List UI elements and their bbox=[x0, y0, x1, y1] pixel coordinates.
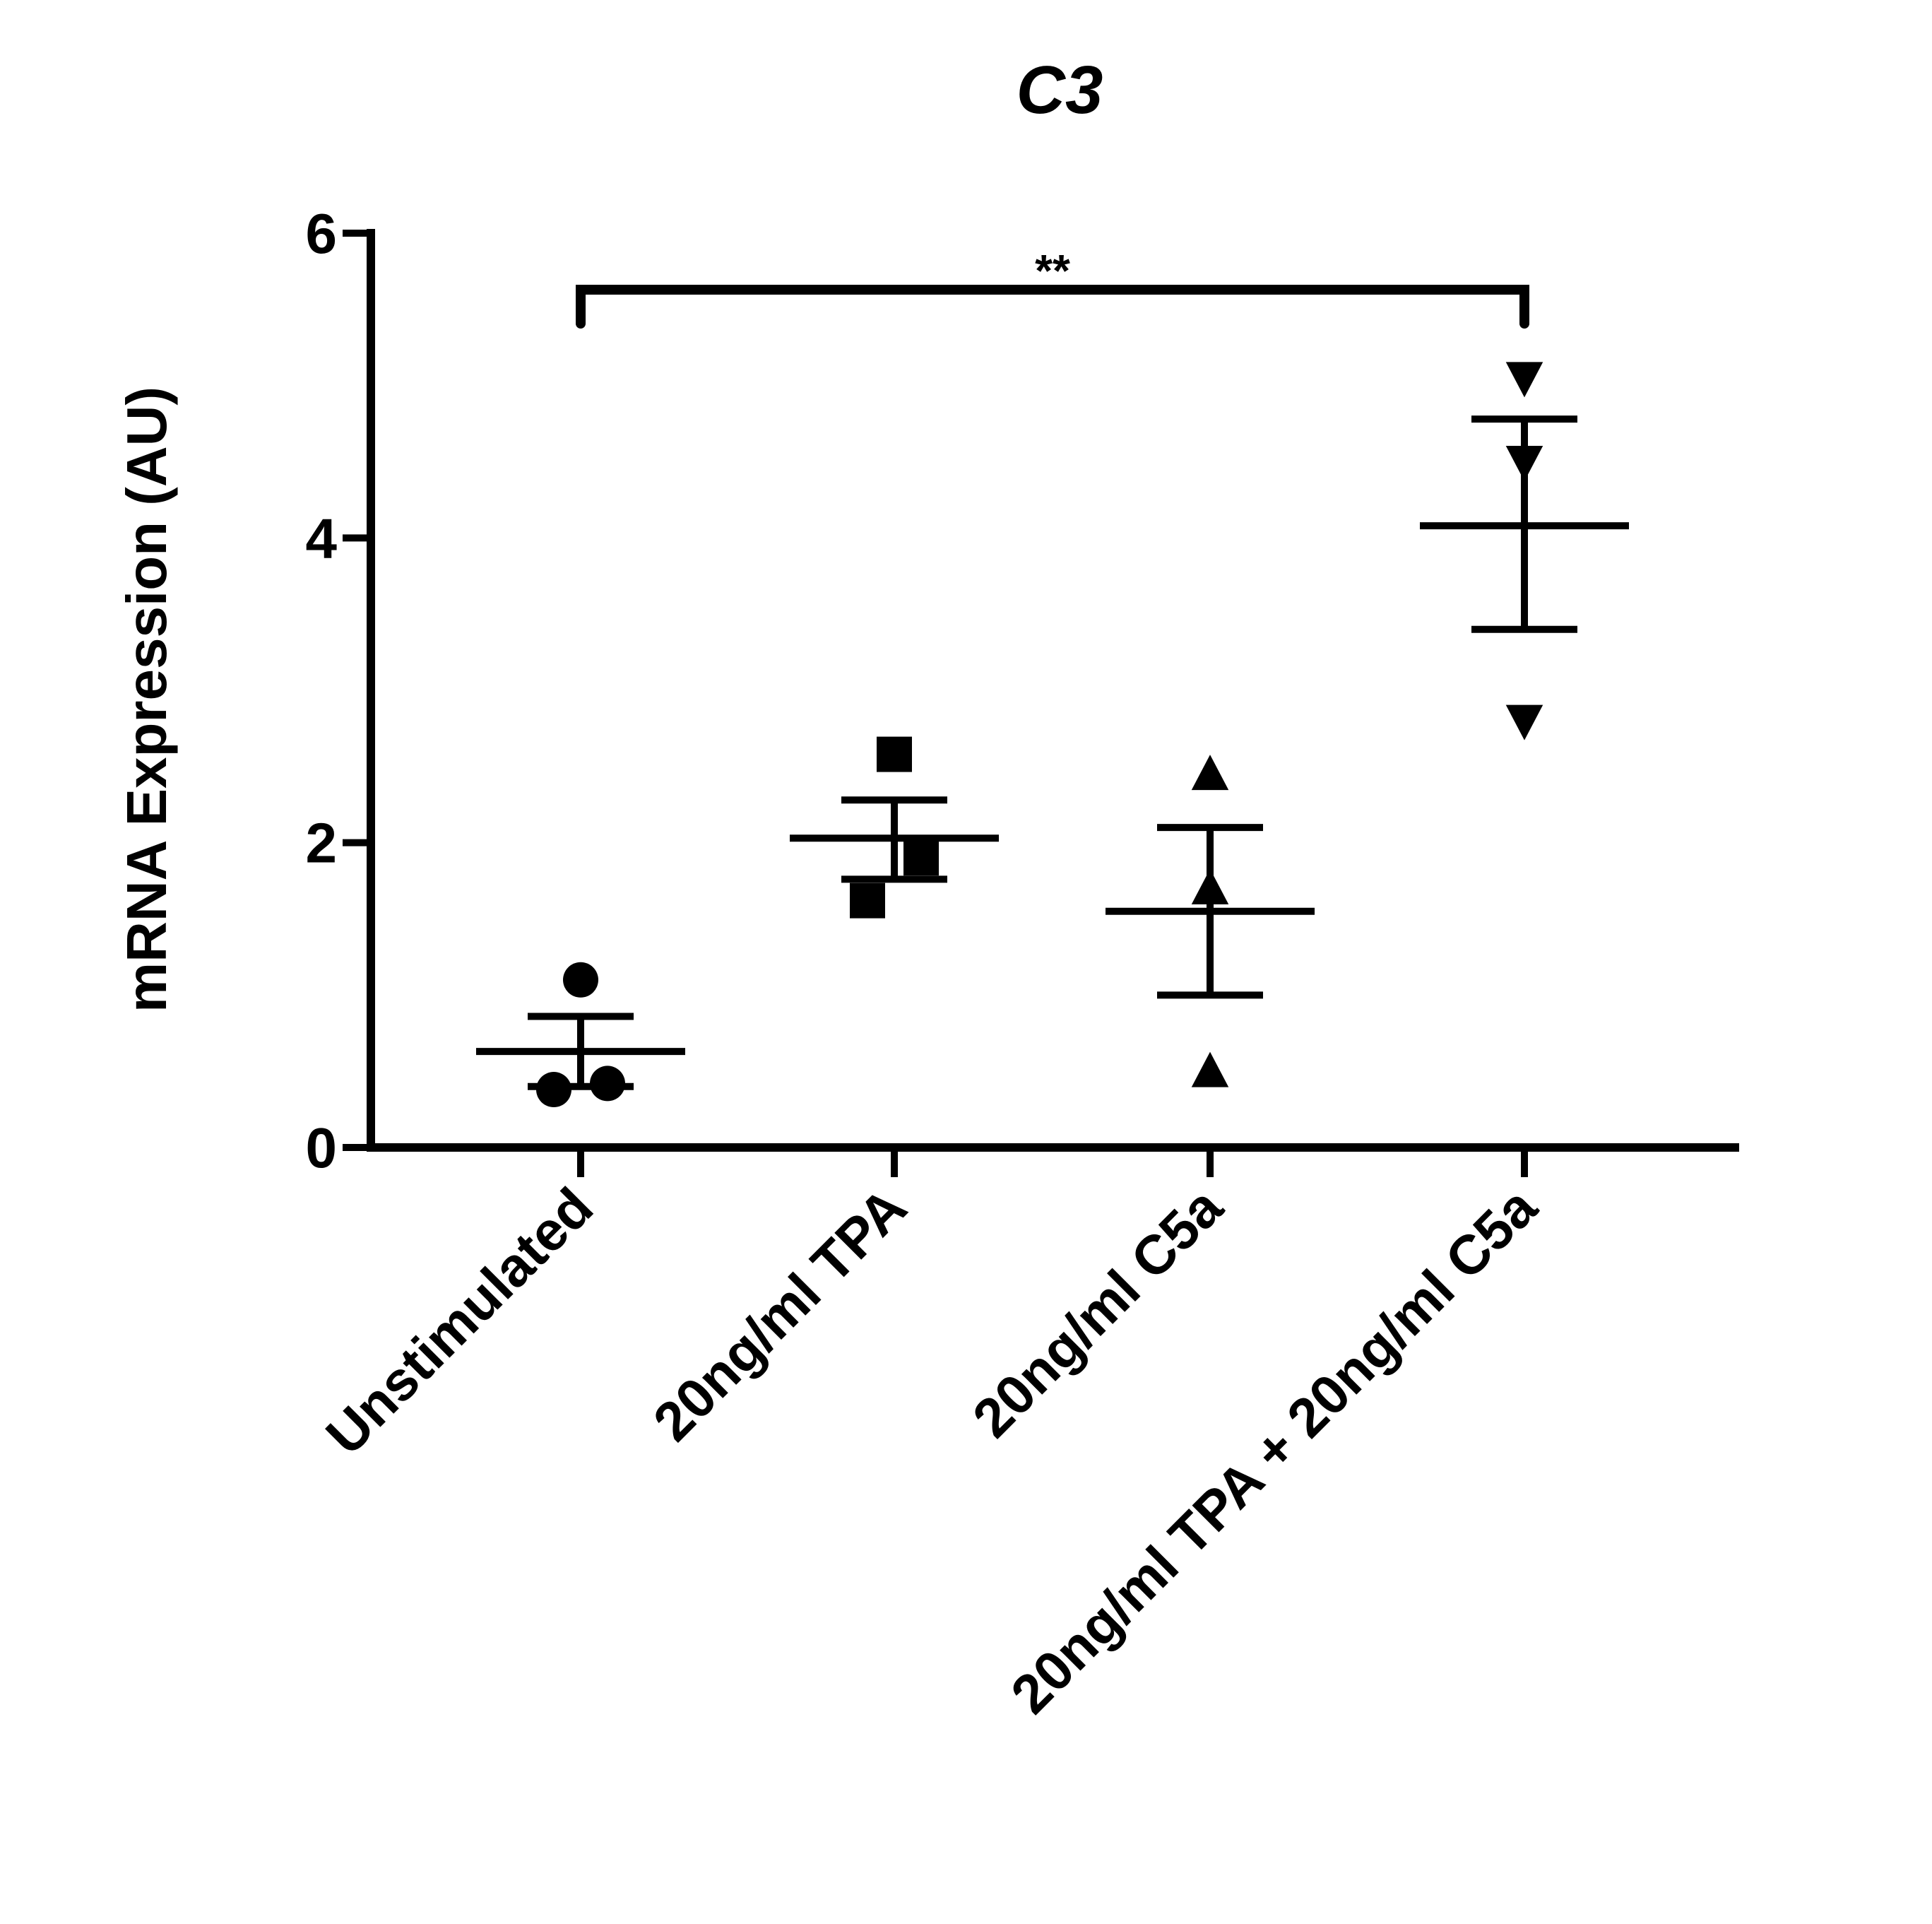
data-point bbox=[536, 1072, 571, 1108]
data-point bbox=[1505, 362, 1543, 398]
plot-area bbox=[476, 362, 1629, 1108]
significance-annotations: ** bbox=[576, 245, 1529, 329]
x-category-label: 20ng/ml TPA bbox=[641, 1176, 918, 1453]
y-axis-label: mRNA Expression (AU) bbox=[115, 386, 178, 1013]
data-point bbox=[1505, 704, 1543, 740]
significance-label: ** bbox=[1035, 245, 1070, 296]
x-category-label: Unstimulated bbox=[314, 1176, 605, 1467]
y-tick-label: 6 bbox=[306, 202, 338, 265]
y-tick-label: 2 bbox=[306, 812, 338, 875]
x-category-label: 20ng/ml C5a bbox=[961, 1175, 1235, 1449]
significance-bracket bbox=[576, 285, 1529, 329]
data-point bbox=[590, 1066, 625, 1102]
chart-title: C3 bbox=[1017, 52, 1103, 128]
data-point bbox=[1191, 868, 1229, 904]
x-category-label: 20ng/ml TPA + 20ng/ml C5a bbox=[999, 1175, 1548, 1725]
data-point bbox=[563, 962, 598, 998]
data-point bbox=[1505, 446, 1543, 481]
data-point bbox=[850, 883, 885, 919]
y-tick-label: 0 bbox=[306, 1116, 338, 1179]
data-point bbox=[1191, 755, 1229, 791]
y-tick-label: 4 bbox=[306, 507, 338, 569]
data-point bbox=[903, 840, 939, 876]
data-point bbox=[877, 736, 912, 772]
data-point bbox=[1191, 1051, 1229, 1087]
